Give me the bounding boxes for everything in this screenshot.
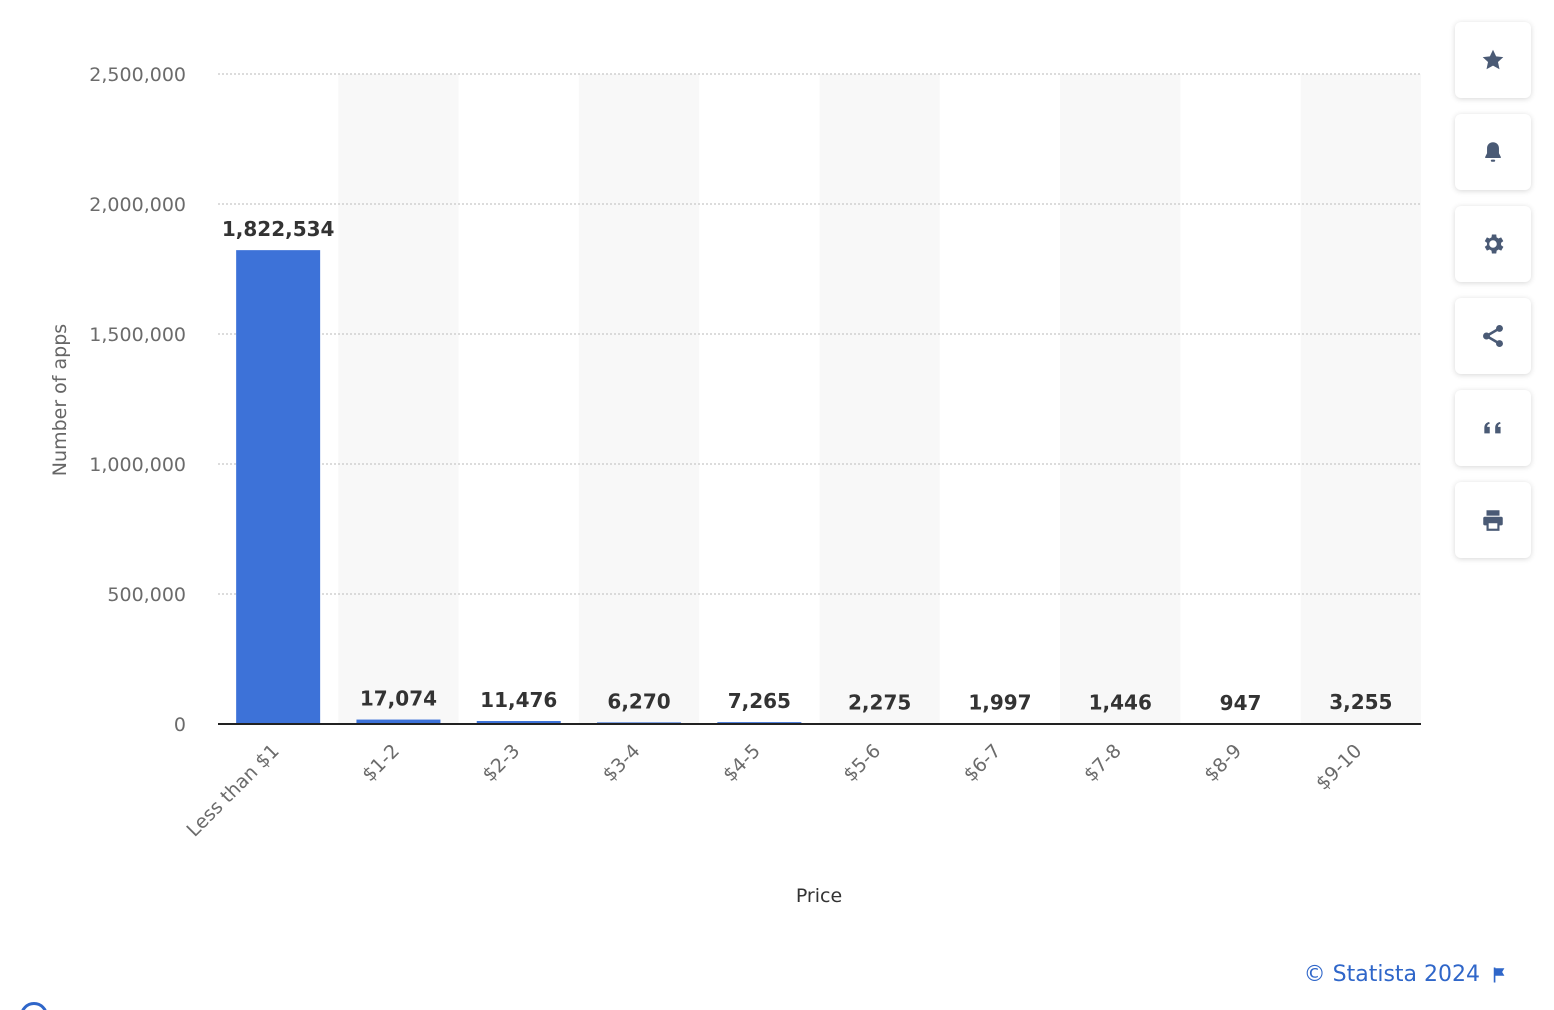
- share-icon: [1483, 324, 1503, 348]
- y-tick-label: 500,000: [107, 584, 186, 606]
- statista-credit[interactable]: © Statista 2024: [1304, 962, 1508, 987]
- x-axis-ticks: Less than $1 $1-2 $2-3 $3-4 $4-5 $5-6 $6-7 $7-8…: [182, 740, 1366, 841]
- bars: [236, 250, 1403, 724]
- print-icon: [1483, 510, 1503, 531]
- print-button[interactable]: [1455, 482, 1531, 558]
- y-tick-label: 1,500,000: [89, 324, 186, 346]
- bar[interactable]: [476, 721, 561, 724]
- x-tick-label: $4-5: [719, 740, 765, 786]
- y-tick-label: 0: [174, 714, 186, 736]
- column-band: [338, 74, 459, 724]
- settings-button[interactable]: [1455, 206, 1531, 282]
- x-tick-label: Less than $1: [182, 740, 283, 841]
- gridlines: [218, 73, 1421, 595]
- column-band: [578, 74, 700, 724]
- bar-chart: 0 500,000 1,000,000 1,500,000 2,000,000 2,500…: [49, 64, 1421, 907]
- data-label: 2,275: [848, 690, 911, 714]
- flag-icon[interactable]: [1490, 966, 1508, 984]
- y-tick-label: 1,000,000: [89, 454, 186, 476]
- column-band: [1300, 74, 1421, 724]
- credit-text[interactable]: © Statista 2024: [1303, 962, 1480, 987]
- data-label: 11,476: [480, 688, 557, 712]
- y-tick-label: 2,000,000: [89, 194, 186, 216]
- star-icon: [1482, 49, 1504, 70]
- bar[interactable]: [236, 250, 321, 724]
- data-label: 6,270: [607, 689, 670, 713]
- chart-toolbar: [1455, 22, 1531, 574]
- bell-icon: [1485, 142, 1501, 162]
- x-tick-label: $3-4: [599, 740, 645, 786]
- data-label: 7,265: [728, 689, 791, 713]
- y-axis-ticks: 0 500,000 1,000,000 1,500,000 2,000,000 2,500…: [89, 64, 186, 736]
- data-labels: 1,822,534 17,074 11,476 6,270 7,265 2,275 1,99…: [222, 217, 1393, 715]
- notification-button[interactable]: [1455, 114, 1531, 190]
- x-axis-label: Price: [796, 885, 842, 907]
- data-label: 3,255: [1329, 690, 1392, 714]
- x-tick-label: $5-6: [839, 740, 885, 786]
- x-tick-label: $1-2: [358, 740, 404, 786]
- x-tick-label: $8-9: [1200, 740, 1246, 786]
- y-axis-label: Number of apps: [49, 324, 71, 476]
- x-tick-label: $2-3: [478, 740, 524, 786]
- share-button[interactable]: [1455, 298, 1531, 374]
- data-label: 1,822,534: [222, 217, 335, 241]
- column-bands: [338, 74, 1421, 724]
- x-tick-label: $9-10: [1312, 740, 1367, 795]
- y-tick-label: 2,500,000: [89, 64, 186, 86]
- favorite-button[interactable]: [1455, 22, 1531, 98]
- gear-icon: [1484, 234, 1504, 254]
- column-band: [1060, 74, 1181, 724]
- data-label: 17,074: [360, 687, 437, 711]
- column-band: [819, 74, 940, 724]
- data-label: 1,446: [1089, 691, 1152, 715]
- quote-icon: [1484, 422, 1501, 434]
- x-tick-label: $6-7: [959, 740, 1005, 786]
- data-label: 947: [1220, 691, 1262, 715]
- x-tick-label: $7-8: [1080, 740, 1126, 786]
- data-label: 1,997: [968, 690, 1031, 714]
- bar[interactable]: [356, 719, 441, 724]
- cite-button[interactable]: [1455, 390, 1531, 466]
